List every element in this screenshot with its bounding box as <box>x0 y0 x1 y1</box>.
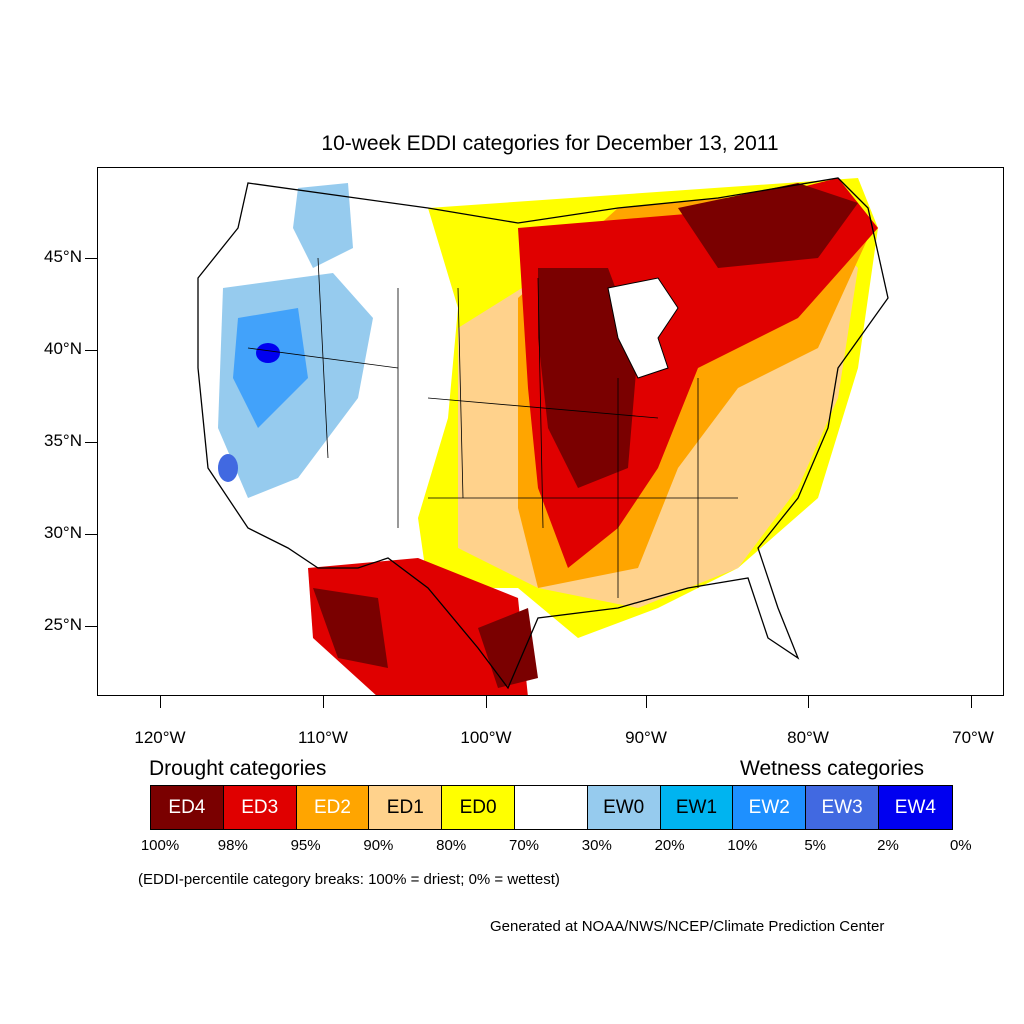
legend-break-label: 10% <box>727 837 758 854</box>
legend-box: ED4 <box>151 786 224 829</box>
drought-categories-heading: Drought categories <box>149 757 327 780</box>
lat-tick <box>85 258 97 259</box>
lon-label-90: 90°W <box>625 728 667 747</box>
lon-tick <box>971 696 972 708</box>
legend-break-label: 100% <box>140 837 180 854</box>
lon-label-110: 110°W <box>298 728 348 747</box>
lon-label-70: 70°W <box>952 728 994 747</box>
ed4-field <box>538 268 638 488</box>
lon-tick <box>323 696 324 708</box>
lat-tick <box>85 442 97 443</box>
legend-box: ED0 <box>442 786 515 829</box>
legend-break-label: 80% <box>436 837 467 854</box>
lon-tick <box>808 696 809 708</box>
nw-wet-field <box>293 183 353 268</box>
legend-break-label: 90% <box>363 837 394 854</box>
legend-box: EW2 <box>733 786 807 829</box>
lat-tick <box>85 350 97 351</box>
lon-tick <box>160 696 161 708</box>
lon-tick <box>486 696 487 708</box>
coastline <box>197 177 889 690</box>
eddi-map <box>97 167 1004 696</box>
lat-tick <box>85 534 97 535</box>
lon-label-120: 120°W <box>134 728 186 747</box>
great-lakes <box>607 277 679 379</box>
legend-break-label: 5% <box>804 837 827 854</box>
lat-label-45: 45°N <box>44 247 82 266</box>
legend-break-label: 95% <box>290 837 321 854</box>
lon-label-100: 100°W <box>460 728 512 747</box>
legend-box: EW0 <box>587 786 661 829</box>
legend-box: ED3 <box>223 786 297 829</box>
credit-text: Generated at NOAA/NWS/NCEP/Climate Predi… <box>490 918 885 935</box>
legend-break-label: 70% <box>508 837 540 854</box>
southwest-ed4 <box>313 588 388 668</box>
state-lines <box>247 257 738 598</box>
wet-ew4-patch <box>256 343 280 363</box>
ed4-northeast <box>678 183 858 268</box>
legend-box: ED1 <box>369 786 443 829</box>
legend-box <box>514 786 588 829</box>
legend-box: EW1 <box>660 786 734 829</box>
legend-box: EW3 <box>806 786 879 829</box>
legend-break-label: 2% <box>877 837 899 854</box>
lon-label-80: 80°W <box>787 728 829 747</box>
wet-ew3-patch <box>218 454 238 482</box>
category-note: (EDDI-percentile category breaks: 100% =… <box>138 871 560 888</box>
west-wet-core <box>233 308 308 428</box>
legend-break-label: 0% <box>949 837 972 854</box>
category-fields <box>218 178 878 695</box>
legend-break-label: 30% <box>581 837 612 854</box>
wetness-categories-heading: Wetness categories <box>740 757 925 780</box>
legend-box: EW4 <box>878 786 952 829</box>
lat-label-35: 35°N <box>44 431 82 450</box>
legend-box: ED2 <box>296 786 370 829</box>
lat-tick <box>85 626 97 627</box>
lat-label-40: 40°N <box>44 339 82 358</box>
legend-break-label: 20% <box>654 837 685 854</box>
lat-label-30: 30°N <box>44 523 82 542</box>
lat-label-25: 25°N <box>44 615 82 634</box>
lon-tick <box>646 696 647 708</box>
map-title: 10-week EDDI categories for December 13,… <box>321 132 779 155</box>
legend-colorbar: ED4 ED3 ED2 ED1 ED0 EW0 EW1 EW2 EW3 EW4 <box>150 785 953 830</box>
map-canvas <box>197 177 889 695</box>
legend-break-label: 98% <box>217 837 248 854</box>
